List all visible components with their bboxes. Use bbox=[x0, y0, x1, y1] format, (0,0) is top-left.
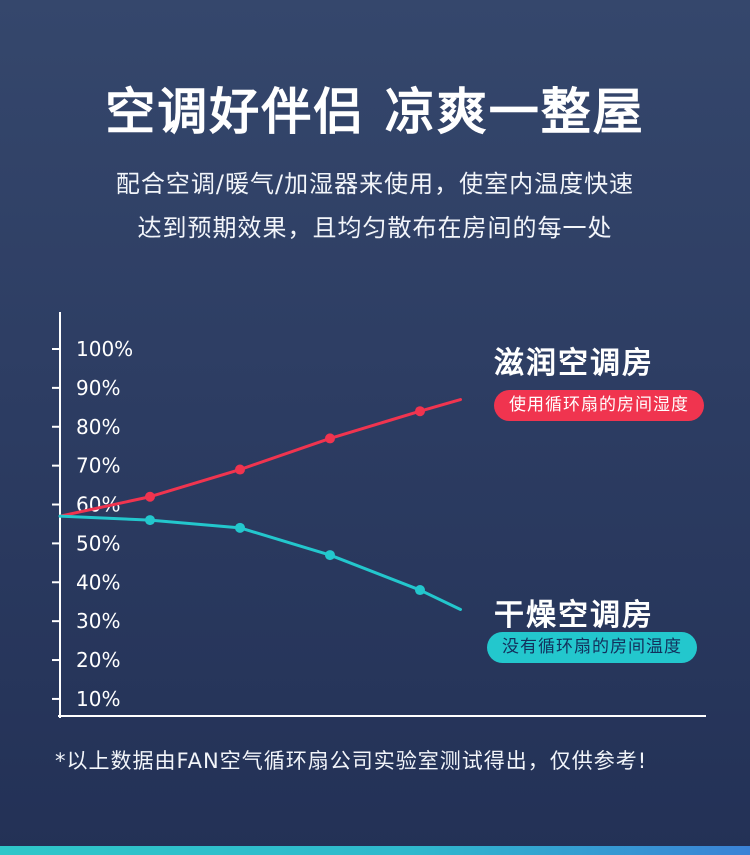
line-chart-svg: 100%90%80%70%60%50%40%30%20%10% bbox=[52, 312, 706, 718]
dry-marker bbox=[145, 515, 155, 526]
dry-marker bbox=[325, 550, 335, 561]
y-tick-label: 10% bbox=[76, 687, 120, 711]
y-tick-label: 70% bbox=[76, 454, 120, 478]
dry-marker bbox=[415, 585, 425, 596]
humid-marker bbox=[325, 433, 335, 444]
page-title: 空调好伴侣 凉爽一整屋 bbox=[105, 83, 645, 141]
y-tick-label: 80% bbox=[76, 415, 120, 439]
humid-marker bbox=[145, 491, 155, 502]
bottom-accent-bar bbox=[0, 846, 750, 855]
y-tick-label: 30% bbox=[76, 609, 120, 633]
y-tick-label: 50% bbox=[76, 531, 120, 555]
dry-line bbox=[58, 514, 462, 611]
y-tick-label: 20% bbox=[76, 648, 120, 672]
humidity-chart: 100% 90% 80% 70% 60% 50% 40% 30% 20% 10% 滋润空调房 使用… bbox=[0, 300, 750, 730]
y-tick-label: 100% bbox=[76, 337, 133, 361]
subtitle: 配合空调/暖气/加湿器来使用，使室内温度快速 达到预期效果，且均匀散布在房间的每… bbox=[0, 162, 750, 250]
humid-series-badge: 使用循环扇的房间湿度 bbox=[494, 390, 704, 421]
subtitle-line-1: 配合空调/暖气/加湿器来使用，使室内温度快速 bbox=[115, 170, 635, 198]
y-tick-label: 90% bbox=[76, 376, 120, 400]
subtitle-line-2: 达到预期效果，且均匀散布在房间的每一处 bbox=[137, 214, 613, 242]
humid-line bbox=[58, 398, 462, 518]
dry-series-badge: 没有循环扇的房间温度 bbox=[487, 632, 697, 663]
humid-series-label: 滋润空调房 bbox=[494, 346, 654, 381]
dry-series-label: 干燥空调房 bbox=[494, 598, 654, 633]
footnote: *以上数据由FAN空气循环扇公司实验室测试得出，仅供参考! bbox=[55, 749, 648, 773]
y-tick-label: 40% bbox=[76, 570, 120, 594]
humid-marker bbox=[415, 406, 425, 417]
humid-marker bbox=[235, 464, 245, 475]
dry-marker bbox=[235, 522, 245, 533]
